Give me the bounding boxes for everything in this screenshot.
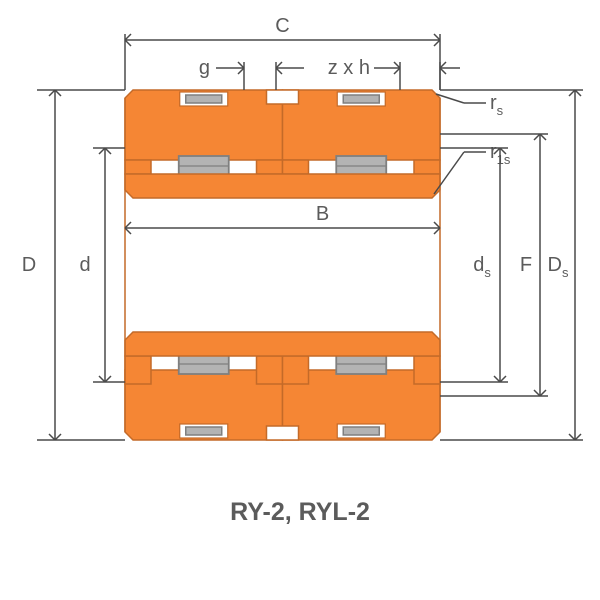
label-rs: rs: [490, 92, 504, 118]
label-D: D: [22, 254, 36, 276]
label-g: g: [199, 57, 210, 79]
label-C: C: [275, 15, 289, 37]
label-B: B: [316, 203, 329, 225]
caption: RY-2, RYL-2: [230, 498, 370, 526]
label-zxh: z x h: [328, 57, 370, 79]
label-F: F: [520, 254, 532, 276]
label-ds: ds: [473, 254, 491, 280]
label-d: d: [79, 254, 90, 276]
label-Ds: Ds: [548, 254, 569, 280]
